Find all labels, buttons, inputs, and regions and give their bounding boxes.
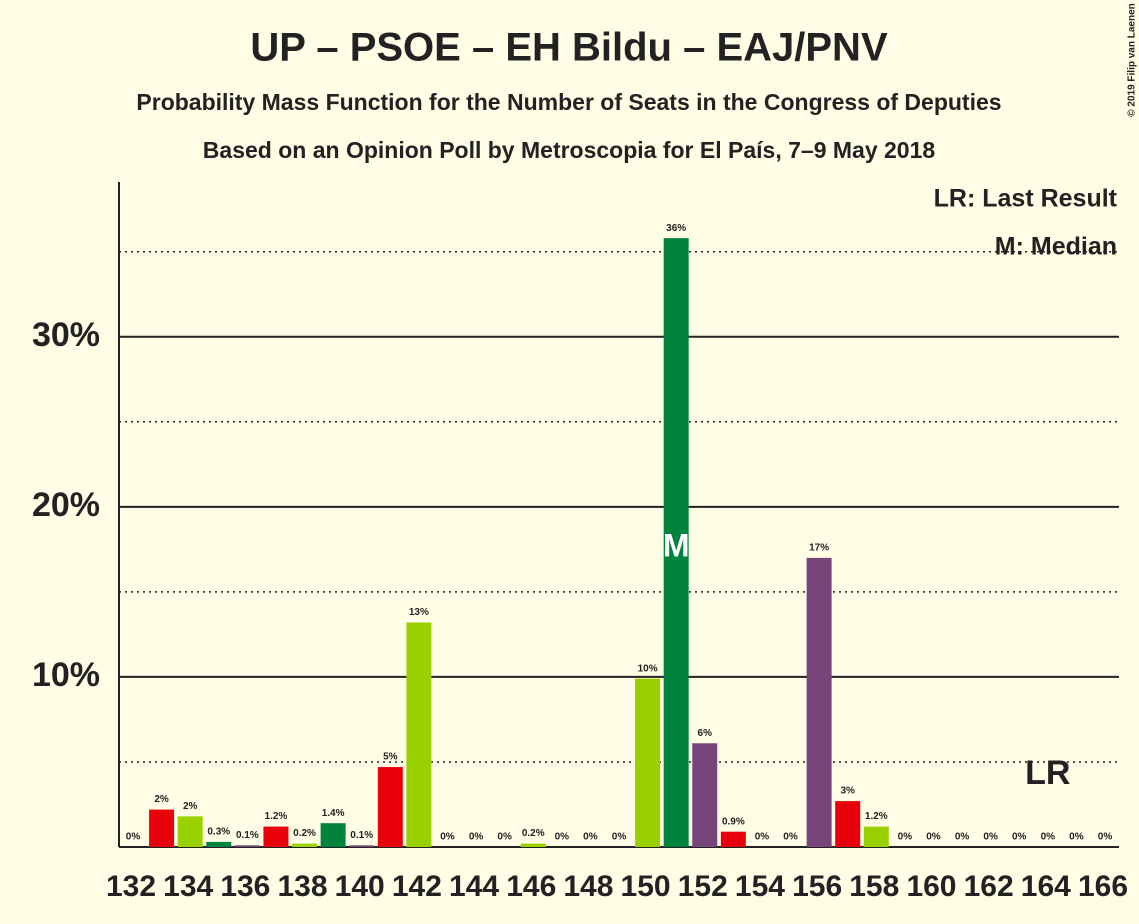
value-label: 0% — [983, 832, 998, 843]
value-label: 0% — [555, 832, 570, 843]
value-label: 0% — [1069, 832, 1084, 843]
value-label: 0% — [898, 832, 913, 843]
legend-entry: LR: Last Result — [934, 185, 1118, 213]
last-result-marker: LR — [1025, 754, 1070, 792]
x-tick-label: 150 — [621, 870, 671, 903]
value-label: 0% — [583, 832, 598, 843]
value-label: 0.1% — [236, 830, 259, 841]
x-tick-label: 158 — [849, 870, 899, 903]
value-label: 0% — [497, 832, 512, 843]
value-label: 0% — [469, 832, 484, 843]
bar — [177, 816, 203, 847]
value-label: 3% — [840, 786, 855, 797]
value-label: 1.2% — [265, 811, 288, 822]
bar — [320, 823, 346, 847]
value-label: 1.2% — [865, 811, 888, 822]
x-tick-label: 136 — [220, 870, 270, 903]
x-tick-label: 146 — [506, 870, 556, 903]
chart-subtitle: Based on an Opinion Poll by Metroscopia … — [203, 137, 936, 163]
value-label: 17% — [809, 543, 829, 554]
value-label: 0% — [1041, 832, 1056, 843]
y-tick-label: 30% — [32, 316, 100, 354]
bar — [863, 826, 889, 847]
y-tick-label: 20% — [32, 486, 100, 524]
bar — [406, 622, 432, 847]
bar — [149, 809, 175, 847]
x-tick-label: 164 — [1021, 870, 1071, 903]
chart-subtitle: Probability Mass Function for the Number… — [136, 89, 1001, 115]
bar — [835, 801, 861, 847]
x-tick-label: 162 — [964, 870, 1014, 903]
chart-title: UP – PSOE – EH Bildu – EAJ/PNV — [250, 26, 888, 70]
bar — [663, 238, 689, 848]
x-tick-label: 142 — [392, 870, 442, 903]
value-label: 0.2% — [522, 828, 545, 839]
x-tick-label: 148 — [563, 870, 613, 903]
bar — [806, 557, 832, 847]
bar — [234, 845, 260, 847]
y-tick-label: 10% — [32, 656, 100, 694]
x-tick-label: 144 — [449, 870, 499, 903]
x-tick-label: 160 — [906, 870, 956, 903]
x-tick-label: 152 — [678, 870, 728, 903]
bar — [292, 843, 318, 847]
copyright: © 2019 Filip van Laenen — [1127, 3, 1138, 117]
x-tick-label: 134 — [163, 870, 213, 903]
value-label: 2% — [154, 794, 169, 805]
bar — [692, 743, 718, 847]
value-label: 0% — [783, 832, 798, 843]
value-label: 0% — [612, 832, 627, 843]
value-label: 0.2% — [293, 828, 316, 839]
value-label: 1.4% — [322, 808, 345, 819]
value-label: 0% — [926, 832, 941, 843]
value-label: 0% — [955, 832, 970, 843]
median-marker: M — [663, 527, 690, 563]
x-tick-label: 132 — [106, 870, 156, 903]
bar — [377, 767, 403, 847]
value-label: 6% — [698, 728, 713, 739]
bar — [520, 843, 546, 847]
value-label: 0% — [440, 832, 455, 843]
value-label: 0% — [755, 832, 770, 843]
value-label: 0% — [126, 832, 141, 843]
value-label: 2% — [183, 801, 198, 812]
value-label: 0.1% — [350, 830, 373, 841]
x-tick-label: 166 — [1078, 870, 1128, 903]
value-label: 10% — [638, 663, 658, 674]
value-label: 0% — [1012, 832, 1027, 843]
value-label: 0.3% — [207, 827, 230, 838]
legend-entry: M: Median — [995, 233, 1117, 261]
bar — [263, 826, 289, 847]
value-label: 5% — [383, 752, 398, 763]
value-label: 0% — [1098, 832, 1113, 843]
x-tick-label: 154 — [735, 870, 785, 903]
value-label: 36% — [666, 223, 686, 234]
bar — [720, 831, 746, 847]
x-tick-label: 140 — [335, 870, 385, 903]
bar — [349, 845, 375, 847]
x-tick-label: 156 — [792, 870, 842, 903]
value-label: 0.9% — [722, 816, 745, 827]
x-tick-label: 138 — [277, 870, 327, 903]
value-label: 13% — [409, 607, 429, 618]
bar — [206, 841, 232, 847]
bar — [635, 678, 661, 847]
